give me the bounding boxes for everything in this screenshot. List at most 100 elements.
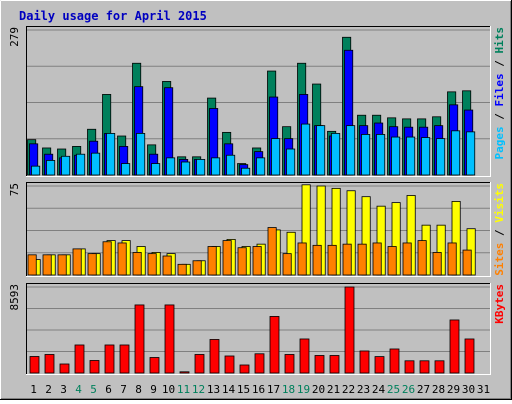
x-tick-label: 2 — [45, 383, 52, 396]
kbytes-bar — [389, 348, 400, 374]
kbytes-bar — [209, 339, 220, 374]
sites-bar — [357, 243, 367, 276]
pages-bar — [46, 160, 56, 176]
kbytes-bar — [344, 286, 355, 374]
pages-bar — [226, 154, 236, 176]
pages-bar — [151, 163, 161, 176]
kbytes-bar — [44, 354, 55, 374]
pages-bar — [391, 136, 401, 176]
sites-bar — [57, 254, 67, 276]
x-tick-label: 20 — [312, 383, 325, 396]
sites-bar — [87, 253, 97, 276]
sites-bar — [207, 246, 217, 276]
x-tick-label: 27 — [417, 383, 430, 396]
x-tick-label: 8 — [135, 383, 142, 396]
sites-bar — [192, 260, 202, 276]
x-tick-label: 10 — [162, 383, 175, 396]
kbytes-bar — [179, 371, 190, 374]
kbytes-bar — [149, 357, 160, 374]
pages-bar — [331, 133, 341, 176]
kbytes-bar — [329, 355, 340, 374]
hits-files-pages-panel: 279 Pages / Files / Hits — [8, 26, 506, 177]
kbytes-bar — [29, 356, 40, 374]
x-tick-label: 26 — [402, 383, 415, 396]
pages-bar — [346, 125, 356, 176]
sites-bar — [117, 242, 127, 276]
pages-bar — [61, 155, 71, 176]
kbytes-bar — [164, 304, 175, 374]
sites-bar — [222, 240, 232, 276]
kbytes-bar — [464, 338, 475, 374]
x-tick-label: 24 — [372, 383, 386, 396]
x-tick-label: 6 — [105, 383, 112, 396]
pages-bar — [31, 165, 41, 176]
legend-entry: / — [493, 223, 506, 243]
sites-bar — [72, 248, 82, 276]
y-max-label: 75 — [8, 183, 21, 196]
legend-entry: Visits — [493, 183, 506, 223]
sites-bar — [387, 246, 397, 276]
x-tick-label: 21 — [327, 383, 340, 396]
legend-entry: / — [493, 54, 506, 74]
pages-bar — [241, 167, 251, 176]
x-tick-label: 1 — [30, 383, 37, 396]
kbytes-bar — [284, 354, 295, 374]
x-tick-label: 23 — [357, 383, 370, 396]
x-tick-label: 11 — [177, 383, 190, 396]
kbytes-bar — [434, 360, 445, 374]
sites-bar — [267, 227, 277, 276]
legend-entry: Pages — [493, 126, 506, 159]
pages-bar — [136, 133, 146, 176]
kbytes-bar — [104, 344, 115, 374]
pages-bar — [211, 157, 221, 176]
pages-bar — [316, 125, 326, 176]
sites-bar — [102, 241, 112, 276]
x-tick-label: 30 — [462, 383, 475, 396]
pages-bar — [301, 123, 311, 176]
series-legend: KBytes — [493, 284, 506, 324]
x-tick-label: 25 — [387, 383, 400, 396]
x-tick-label: 28 — [432, 383, 445, 396]
x-tick-label: 14 — [222, 383, 236, 396]
x-tick-label: 13 — [207, 383, 220, 396]
x-axis-day-labels: 1 2 3 4 5 6 7 8 9 10 11 12 13 14 15 16 17 18 19 20 21 22 23 24 2… — [30, 383, 490, 396]
x-tick-label: 17 — [267, 383, 280, 396]
sites-bar — [432, 252, 442, 276]
pages-bar — [361, 134, 371, 176]
kbytes-bar — [89, 360, 100, 374]
kbytes-bar — [224, 355, 235, 374]
legend-entry: Sites — [493, 243, 506, 276]
sites-bar — [177, 263, 187, 276]
kbytes-bar — [119, 344, 130, 374]
legend-entry: KBytes — [493, 284, 506, 324]
pages-bar — [106, 133, 116, 176]
kbytes-bar — [74, 344, 85, 374]
legend-entry: Hits — [493, 27, 506, 54]
kbytes-bar — [269, 316, 280, 374]
kbytes-bar — [254, 353, 265, 374]
y-max-label: 279 — [8, 27, 21, 47]
pages-bar — [76, 153, 86, 176]
sites-bar — [162, 255, 172, 276]
kbytes-bar — [299, 338, 310, 374]
series-legend: Pages / Files / Hits — [493, 27, 506, 160]
pages-bar — [121, 163, 131, 176]
sites-bar — [42, 254, 52, 276]
y-max-label: 8593 — [8, 284, 21, 311]
pages-bar — [256, 157, 266, 176]
sites-bar — [312, 244, 322, 276]
pages-bar — [196, 159, 206, 176]
kbytes-bar — [359, 350, 370, 374]
sites-bar — [252, 246, 262, 276]
kbytes-bar — [59, 363, 70, 374]
sites-bar — [402, 242, 412, 276]
pages-bar — [286, 148, 296, 176]
pages-bar — [376, 134, 386, 176]
pages-bar — [166, 157, 176, 176]
x-tick-label: 5 — [90, 383, 97, 396]
kbytes-panel: 8593 KBytes — [8, 283, 506, 375]
sites-bar — [372, 242, 382, 276]
x-tick-label: 19 — [297, 383, 310, 396]
